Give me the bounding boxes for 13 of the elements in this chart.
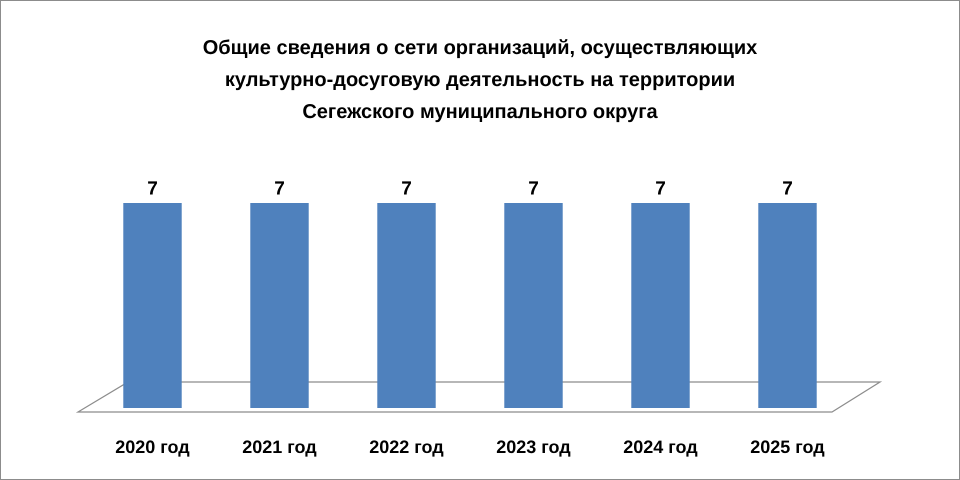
data-label: 7 — [401, 178, 412, 200]
data-label: 7 — [655, 178, 666, 200]
x-tick-label: 2024 год — [623, 436, 698, 457]
data-label: 7 — [782, 178, 793, 200]
data-label: 7 — [274, 178, 285, 200]
x-tick-label: 2023 год — [496, 436, 572, 457]
chart-title: Общие сведения о сети организаций, осуществляющих культурно-досуговую деятельность на территории Сегежского муниципального округа — [202, 36, 758, 125]
data-label: 7 — [147, 178, 158, 200]
x-tick-label: 2025 год — [750, 436, 826, 457]
x-tick-label: 2020 год — [115, 436, 190, 457]
x-tick-label: 2021 год — [242, 436, 318, 457]
data-label: 7 — [528, 178, 539, 200]
x-tick-label: 2022 год — [369, 436, 444, 457]
